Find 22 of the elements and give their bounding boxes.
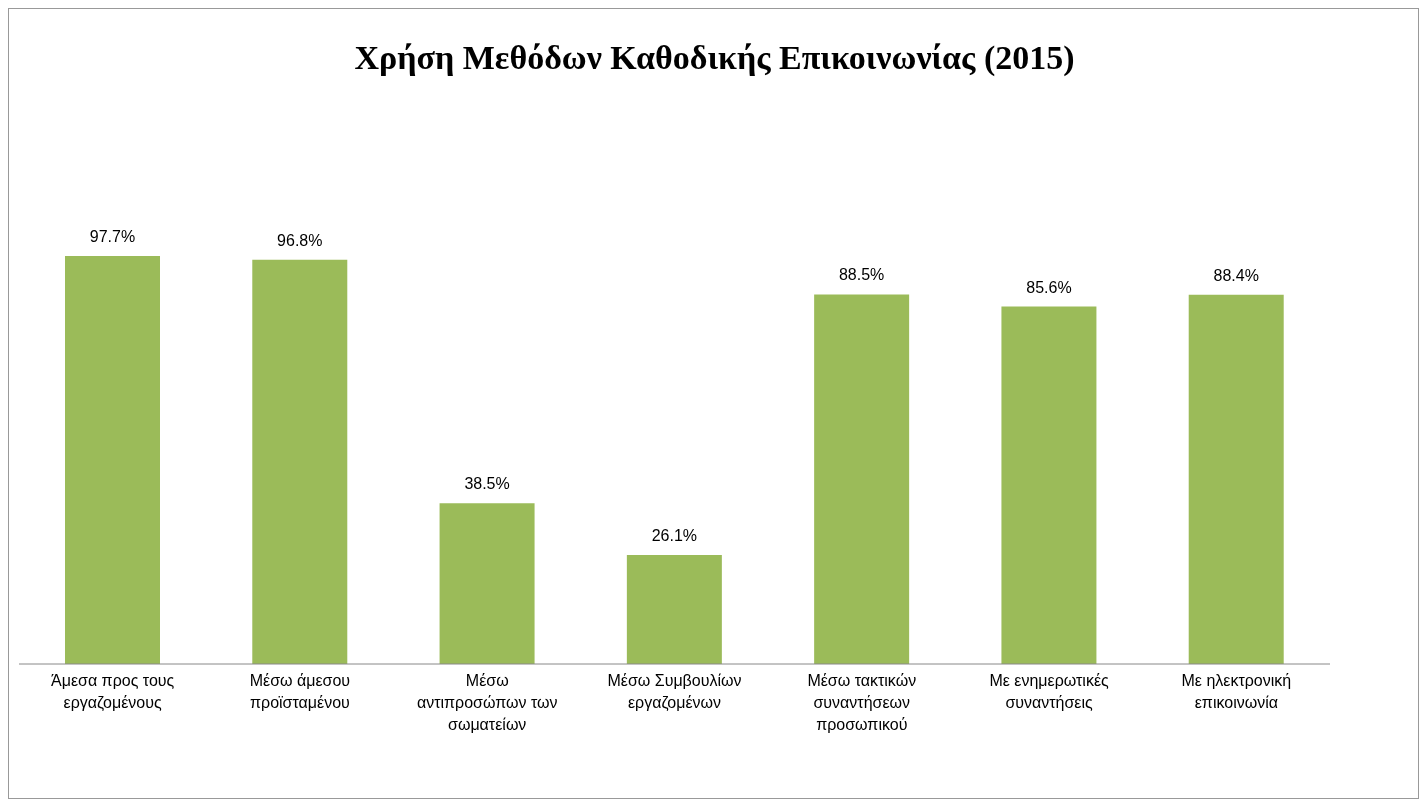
data-label: 97.7%	[89, 228, 136, 245]
x-tick-label: Μέσω τακτικών συναντήσεων προσωπικού	[807, 672, 917, 733]
bar	[626, 555, 722, 664]
bar	[252, 259, 348, 664]
x-tick-label: Άμεσα προς τους εργαζομένους	[51, 672, 175, 712]
data-label: 26.1%	[651, 527, 698, 545]
x-tick-label: Μέσω αντιπροσώπων των σωματείων	[416, 672, 558, 733]
bar	[814, 294, 910, 664]
x-tick-label: Με ηλεκτρονική επικοινωνία	[1181, 672, 1292, 711]
bar	[1001, 306, 1097, 664]
data-label: 38.5%	[464, 475, 510, 493]
data-label: 85.6%	[1026, 278, 1072, 296]
x-tick-label: Μέσω άμεσου προϊσταμένου	[249, 672, 351, 711]
data-label: 88.5%	[838, 266, 885, 284]
bar	[1188, 294, 1284, 664]
data-label: 96.8%	[277, 231, 323, 249]
data-label: 88.4%	[1213, 266, 1259, 284]
x-tick-label: Με ενημερωτικές συναντήσεις	[989, 672, 1110, 711]
bar	[439, 503, 535, 664]
bar	[65, 256, 160, 664]
x-tick-label: Μέσω Συμβουλίων εργαζομένων	[607, 672, 742, 712]
chart-title: Χρήση Μεθόδων Καθοδικής Επικοινωνίας (2015)	[353, 39, 1076, 77]
